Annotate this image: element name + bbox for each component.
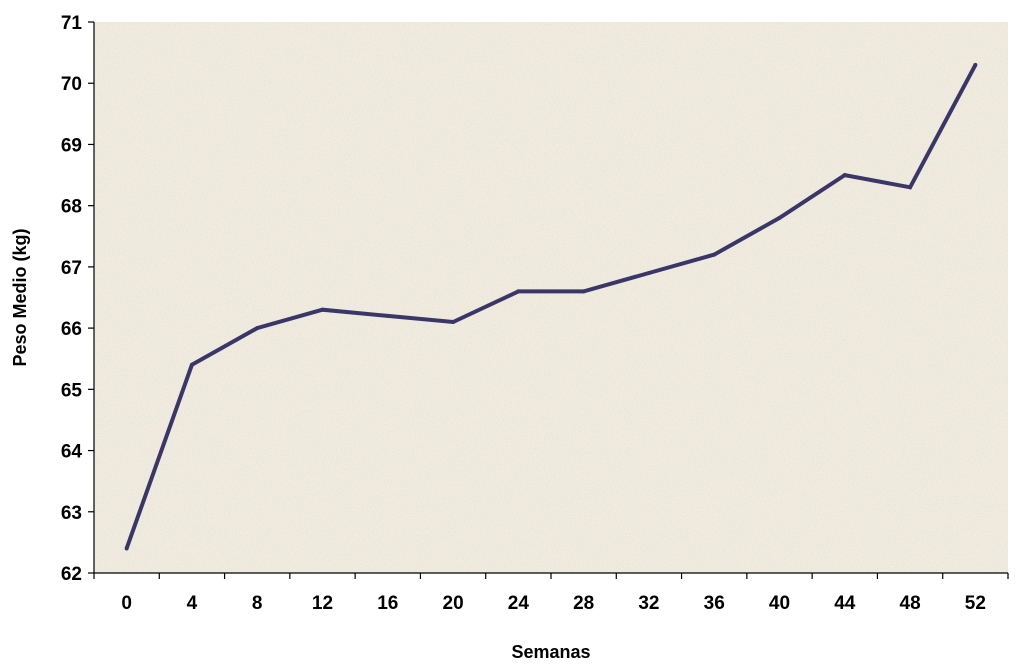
data-point	[516, 289, 521, 294]
x-tick-label: 24	[508, 593, 530, 614]
data-point	[581, 289, 586, 294]
x-tick-label: 32	[638, 593, 659, 614]
x-tick-label: 0	[121, 593, 132, 614]
y-tick-label: 67	[61, 258, 82, 279]
y-axis: 62 63 64 65 66 67 68 69 70 71	[61, 13, 95, 585]
y-tick-label: 64	[61, 442, 83, 463]
y-tick-label: 69	[61, 135, 82, 156]
y-tick-label: 65	[61, 380, 83, 401]
y-tick-label: 63	[61, 503, 82, 524]
x-tick-label: 52	[965, 593, 986, 614]
y-tick-label: 68	[61, 197, 82, 218]
x-tick-label: 28	[573, 593, 594, 614]
data-point	[908, 185, 913, 190]
y-tick-label: 70	[61, 74, 82, 95]
y-tick-label: 66	[61, 319, 82, 340]
series-line	[124, 63, 978, 550]
x-tick-label: 44	[834, 593, 856, 614]
x-tick-label: 16	[377, 593, 398, 614]
x-axis: 0 4 8 12 16 20 24 28 32 36 40 44 48 52	[93, 572, 1009, 614]
x-tick-label: 8	[252, 593, 263, 614]
x-tick-label: 40	[769, 593, 790, 614]
x-tick-label: 12	[312, 593, 333, 614]
data-point	[777, 215, 782, 220]
data-point	[189, 362, 194, 367]
data-point	[842, 173, 847, 178]
data-point	[973, 62, 978, 67]
data-point	[712, 252, 717, 257]
x-tick-label: 4	[187, 593, 198, 614]
x-tick-label: 36	[704, 593, 725, 614]
x-tick-label: 20	[443, 593, 464, 614]
x-axis-title: Semanas	[511, 642, 590, 662]
data-point	[385, 313, 390, 318]
y-tick-label: 71	[61, 13, 83, 34]
data-point	[255, 326, 260, 331]
x-tick-label: 48	[900, 593, 921, 614]
data-point	[320, 307, 325, 312]
data-point	[124, 546, 129, 551]
data-point	[451, 319, 456, 324]
plot-texture	[94, 22, 1008, 573]
y-axis-title: Peso Medio (kg)	[10, 228, 30, 366]
data-point	[646, 271, 651, 276]
y-tick-label: 62	[61, 564, 82, 585]
series-group	[124, 62, 978, 551]
